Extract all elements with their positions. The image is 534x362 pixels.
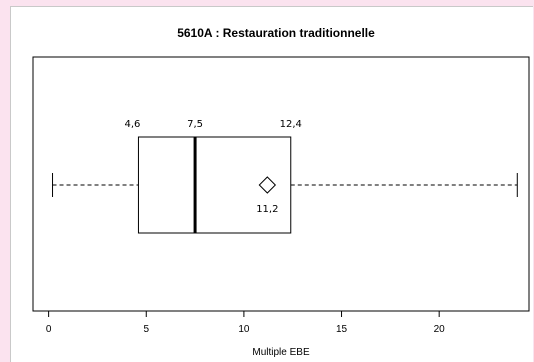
x-axis-label: Multiple EBE (252, 347, 310, 358)
x-tick-label-0: 0 (46, 324, 52, 335)
chart-panel: 5610A : Restauration traditionnelle 0 5 10… (10, 6, 533, 362)
chart-title: 5610A : Restauration traditionnelle (177, 26, 375, 40)
x-tick-label-20: 20 (434, 324, 446, 335)
mean-label: 11,2 (256, 204, 278, 215)
x-axis: 0 5 10 15 20 (46, 310, 446, 335)
x-tick-label-5: 5 (143, 324, 149, 335)
boxplot-chart: 5610A : Restauration traditionnelle 0 5 10… (32, 26, 530, 358)
box-marks: 4,6 7,5 12,4 11,2 (52, 119, 518, 234)
q3-label: 12,4 (280, 119, 302, 130)
x-tick-label-15: 15 (336, 324, 348, 335)
x-tick-label-10: 10 (238, 324, 250, 335)
median-label: 7,5 (187, 119, 203, 130)
mean-marker (258, 176, 277, 194)
q1-label: 4,6 (124, 119, 140, 130)
